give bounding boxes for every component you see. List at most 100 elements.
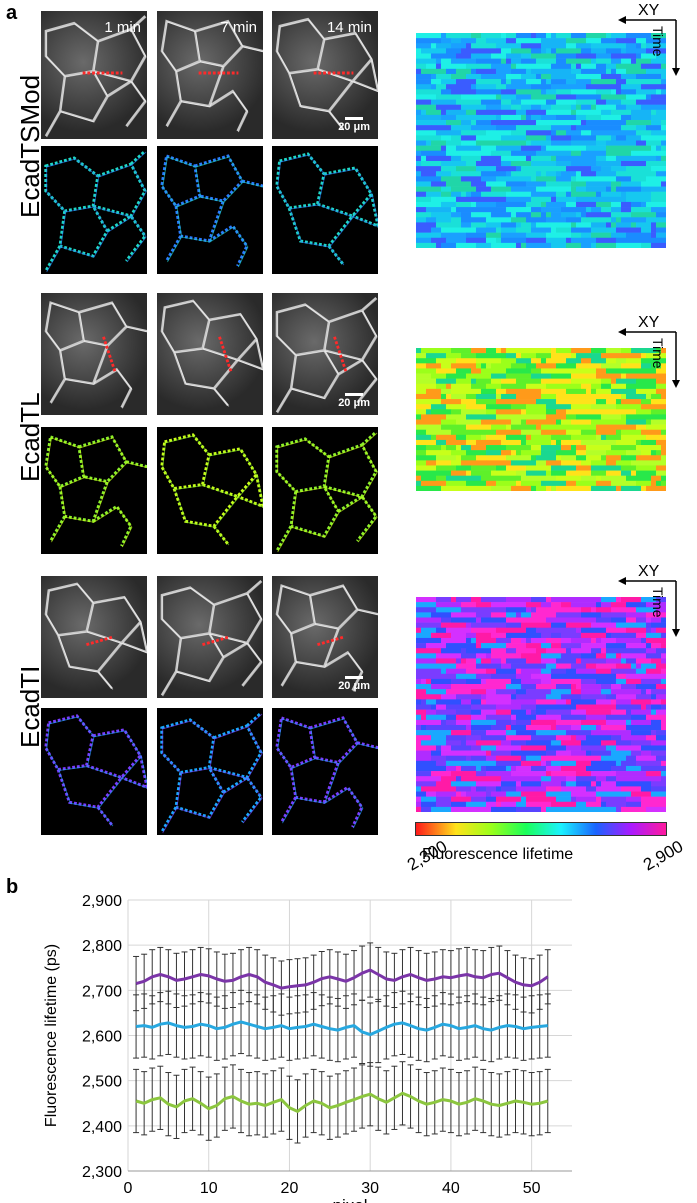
- kymo-pixel: [501, 658, 507, 664]
- kymo-pixel: [521, 617, 547, 623]
- kymo-pixel: [456, 786, 472, 792]
- kymo-pixel: [561, 781, 567, 787]
- kymo-pixel: [586, 663, 597, 669]
- kymo-pixel: [606, 33, 612, 39]
- kymo-pixel: [446, 714, 457, 721]
- kymo-pixel: [416, 53, 432, 59]
- kymo-pixel: [546, 648, 567, 654]
- kymo-pixel: [506, 765, 512, 772]
- kymo-pixel: [446, 84, 467, 90]
- kymo-pixel: [526, 79, 542, 85]
- kymo-pixel: [546, 145, 572, 152]
- kymo-pixel: [601, 648, 607, 654]
- kymo-pixel: [451, 207, 457, 213]
- kymo-pixel: [571, 684, 577, 690]
- kymo-pixel: [576, 176, 597, 182]
- kymo-pixel: [651, 694, 657, 700]
- kymo-pixel: [536, 714, 562, 721]
- kymo-pixel: [581, 191, 597, 198]
- kymo-pixel: [481, 171, 507, 177]
- kymo-pixel: [656, 607, 666, 613]
- kymo-pixel: [536, 684, 557, 690]
- kymo-pixel: [571, 155, 597, 162]
- kymo-pixel: [416, 455, 437, 461]
- kymo-pixel: [471, 465, 497, 471]
- kymo-pixel: [456, 419, 482, 425]
- kymo-pixel: [606, 399, 617, 405]
- kymo-pixel: [631, 155, 657, 162]
- kymo-pixel: [511, 150, 537, 157]
- kymo-pixel: [471, 348, 487, 354]
- kymo-pixel: [461, 399, 477, 405]
- kymo-pixel: [546, 694, 562, 700]
- kymo-pixel: [581, 801, 587, 808]
- kymo-pixel: [476, 358, 502, 364]
- kymo-pixel: [551, 627, 577, 634]
- kymo-pixel: [441, 63, 467, 70]
- kymo-pixel: [631, 348, 657, 354]
- kymo-pixel: [546, 135, 552, 141]
- kymo-pixel: [441, 424, 467, 431]
- kymo-pixel: [556, 176, 572, 182]
- fluorescence-image-r1-c3: 14 min 20 μm: [272, 11, 378, 139]
- kymo-pixel: [456, 53, 472, 59]
- kymo-pixel: [456, 114, 477, 121]
- kymo-pixel: [556, 114, 577, 121]
- kymo-pixel: [626, 191, 652, 198]
- kymo-pixel: [526, 201, 542, 208]
- kymo-pixel: [601, 796, 627, 803]
- kymo-pixel: [611, 186, 617, 192]
- kymo-pixel: [556, 450, 577, 456]
- kymo-pixel: [541, 801, 552, 808]
- kymo-pixel: [581, 120, 587, 126]
- kymo-pixel: [441, 622, 467, 629]
- kymo-pixel: [426, 409, 432, 415]
- scale-bar-line: [345, 676, 364, 679]
- kymo-pixel: [461, 388, 482, 395]
- kymo-pixel: [656, 678, 662, 685]
- kymo-pixel: [616, 704, 622, 710]
- kymo-pixel: [486, 791, 492, 797]
- kymo-pixel: [516, 719, 532, 726]
- kymo-pixel: [526, 689, 552, 695]
- kymo-pixel: [581, 242, 592, 248]
- kymo-pixel: [601, 419, 627, 425]
- kymo-pixel: [461, 217, 472, 223]
- kymo-pixel: [591, 781, 597, 787]
- kymo-pixel: [546, 597, 552, 603]
- kymo-pixel: [661, 63, 666, 70]
- kymo-pixel: [621, 424, 637, 431]
- kymo-pixel: [591, 806, 617, 812]
- kymo-pixel: [551, 602, 562, 608]
- kymo-pixel: [641, 704, 647, 710]
- kymo-pixel: [626, 475, 652, 482]
- kymo-pixel: [476, 89, 502, 95]
- kymo-pixel: [451, 73, 467, 80]
- kymo-pixel: [651, 699, 662, 705]
- kymo-pixel: [446, 475, 472, 482]
- kymo-pixel: [651, 704, 662, 710]
- kymo-pixel: [416, 191, 427, 198]
- kymo-pixel: [496, 786, 502, 792]
- kymo-pixel: [626, 724, 647, 731]
- kymo-pixel: [546, 109, 572, 116]
- kymo-pixel: [486, 363, 492, 369]
- kymo-pixel: [496, 348, 502, 354]
- kymo-pixel: [436, 434, 457, 441]
- kymo-pixel: [606, 470, 622, 476]
- kymo-pixel: [416, 58, 437, 65]
- kymo-pixel: [416, 475, 422, 482]
- kymo-pixel: [601, 114, 617, 121]
- kymo-pixel: [456, 597, 472, 603]
- kymo-pixel: [561, 704, 577, 710]
- kymo-pixel: [566, 414, 572, 420]
- kymo-pixel: [651, 207, 657, 213]
- kymo-pixel: [631, 470, 637, 476]
- kymo-pixel: [596, 475, 602, 482]
- kymo-pixel: [606, 801, 627, 808]
- kymo-pixel: [436, 465, 457, 471]
- kymo-pixel: [616, 176, 632, 182]
- kymo-pixel: [476, 58, 502, 65]
- kymo-pixel: [541, 643, 552, 649]
- kymo-pixel: [576, 771, 592, 777]
